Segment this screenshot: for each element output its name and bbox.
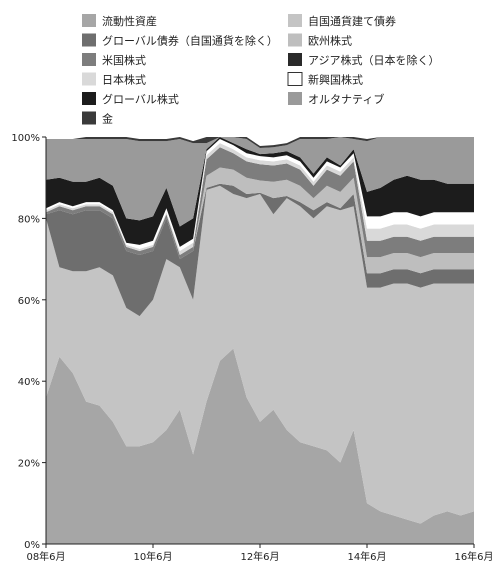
- legend-swatch: [82, 33, 96, 47]
- legend-swatch: [82, 14, 96, 27]
- legend-swatch: [287, 72, 303, 86]
- area-自国通貨建て債券: [46, 185, 474, 524]
- x-tick-label: 10年6月: [133, 550, 172, 563]
- x-tick-label: 16年6月: [454, 550, 493, 563]
- legend-swatch: [288, 33, 302, 47]
- legend-label: 米国株式: [102, 53, 146, 67]
- legend-swatch: [82, 92, 96, 105]
- legend-label: グローバル債券（自国通貨を除く）: [102, 34, 278, 48]
- legend-label: 欧州株式: [308, 34, 352, 48]
- legend-swatch: [82, 72, 96, 86]
- area-流動性資産: [46, 348, 474, 544]
- y-tick-label: 0%: [24, 540, 40, 551]
- area-layers: [46, 137, 474, 544]
- y-tick-label: 40%: [18, 377, 40, 388]
- x-tick-label: 08年6月: [26, 550, 65, 563]
- area-欧州株式: [46, 167, 474, 274]
- legend-swatch: [82, 53, 96, 66]
- area-金: [46, 137, 474, 148]
- legend-label: アジア株式（日本を除く）: [308, 53, 440, 67]
- area-新興国株式: [46, 139, 474, 251]
- axes: 0% 20% 40% 60% 80% 100% 08年6月 10年6月 12年6月 14年6月 16…: [11, 133, 493, 563]
- y-tick-label: 20%: [18, 459, 40, 470]
- x-tick-label: 14年6月: [347, 550, 386, 563]
- legend-label: 流動性資産: [102, 14, 157, 28]
- legend-swatch: [288, 14, 302, 27]
- legend-swatch: [288, 92, 302, 105]
- y-tick-label: 100%: [11, 133, 40, 144]
- legend-label: 自国通貨建て債券: [308, 14, 396, 28]
- area-米国株式: [46, 147, 474, 260]
- legend-label: オルタナティブ: [308, 92, 384, 106]
- area-グローバル株式: [46, 137, 474, 247]
- legend-label: 金: [102, 112, 113, 126]
- legend-label: 新興国株式: [308, 73, 363, 87]
- legend-label: 日本株式: [102, 73, 146, 87]
- area-オルタナティブ: [46, 137, 474, 227]
- legend-swatch: [82, 111, 96, 125]
- legend-swatch: [288, 53, 302, 66]
- y-tick-label: 60%: [18, 296, 40, 307]
- legend-label: グローバル株式: [102, 92, 179, 106]
- y-tick-label: 80%: [18, 214, 40, 225]
- x-tick-label: 12年6月: [240, 550, 279, 563]
- area-グローバル債券-自国通貨を除く-: [46, 183, 474, 317]
